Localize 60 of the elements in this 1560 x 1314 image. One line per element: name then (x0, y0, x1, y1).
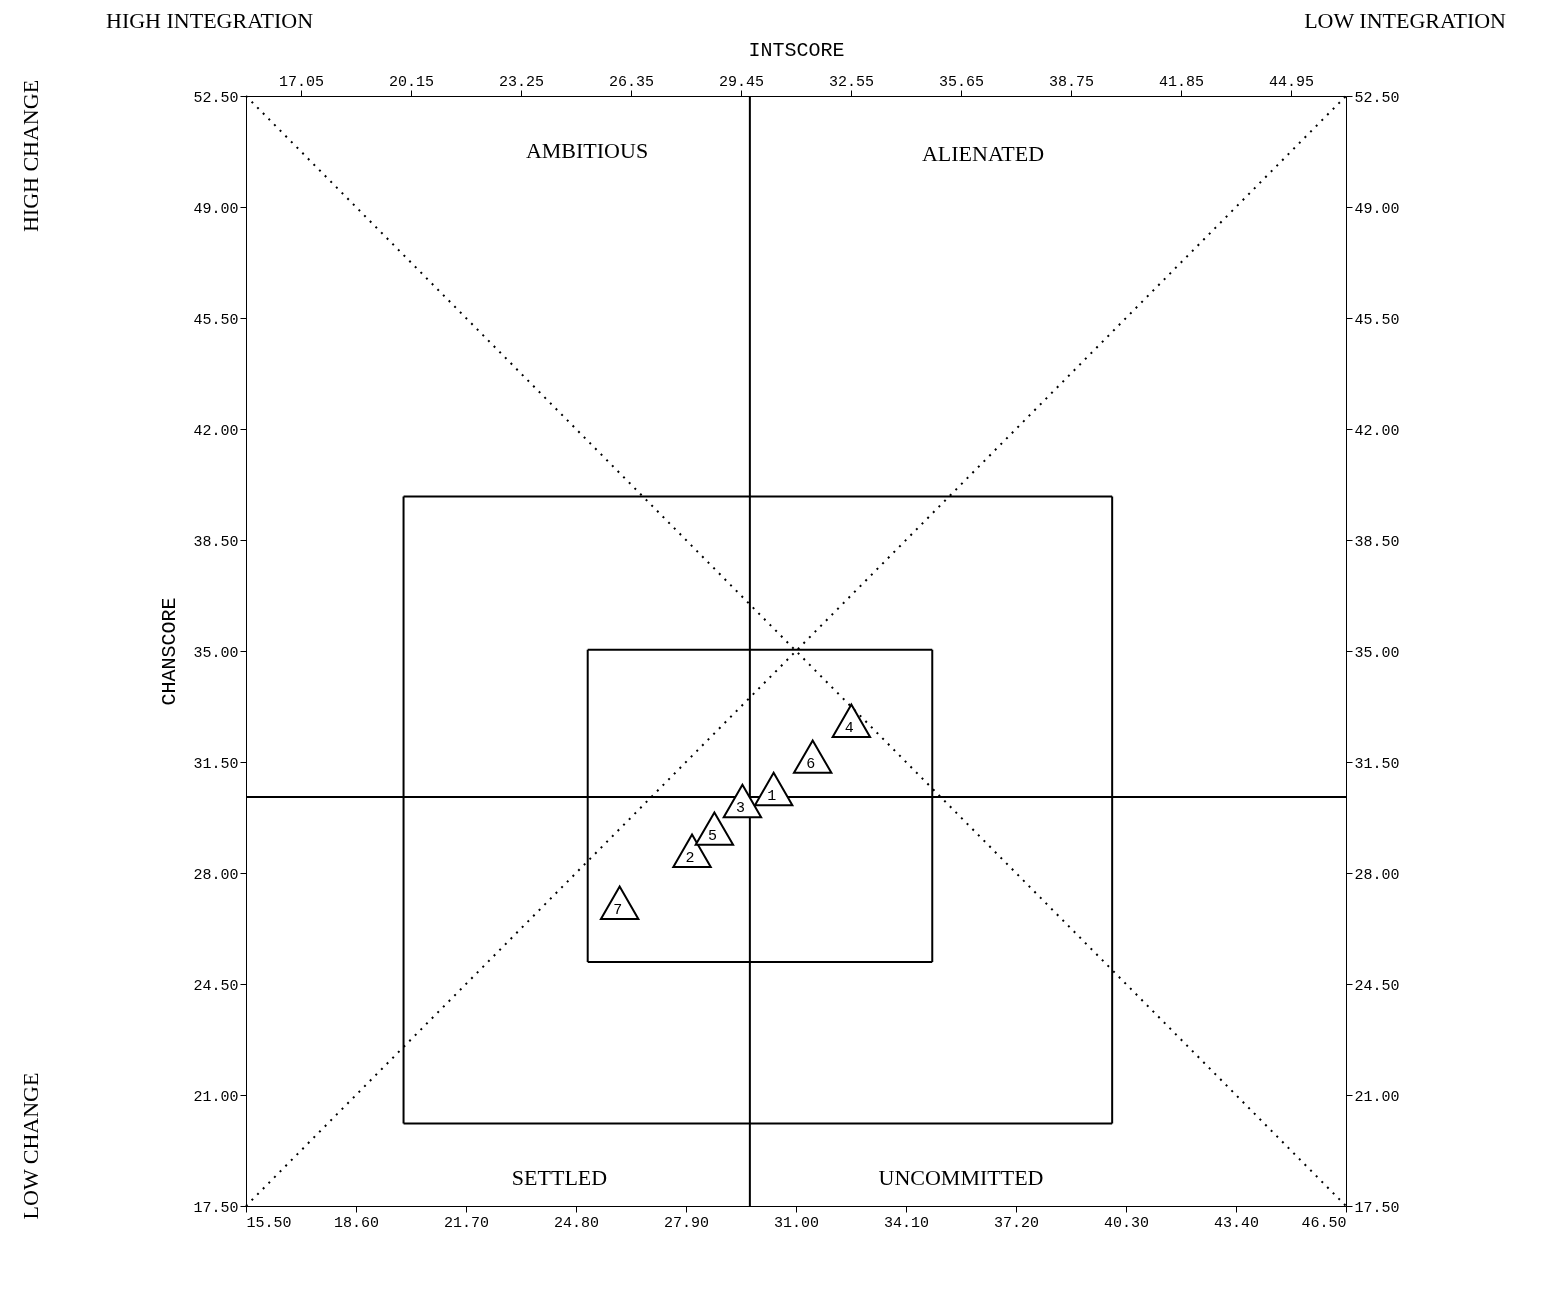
x-tick-label: 37.20 (993, 1214, 1040, 1232)
y-tick-label: 21.00 (193, 1088, 239, 1106)
y2-tick-label: 45.50 (1354, 311, 1400, 329)
y2-tick-label: 35.00 (1354, 644, 1400, 662)
annotation: ALIENATED (921, 141, 1045, 166)
x2-tick-label: 41.85 (1158, 73, 1205, 91)
x-tick-label: 18.60 (333, 1214, 380, 1232)
series-label: 1 (767, 787, 777, 805)
series-label: 7 (613, 901, 623, 919)
y-tick-label: 17.50 (193, 1199, 239, 1217)
x-tick-label: 46.50 (1301, 1214, 1347, 1232)
y2-tick-label: 17.50 (1354, 1199, 1400, 1217)
x-tick-label: 40.30 (1103, 1214, 1150, 1232)
y2-tick-label: 31.50 (1354, 755, 1400, 773)
y-tick-label: 52.50 (193, 89, 239, 107)
x-tick-label: 15.50 (246, 1214, 292, 1232)
y-tick-label: 31.50 (193, 755, 239, 773)
y2-tick-label: 42.00 (1354, 422, 1400, 440)
x2-tick-label: 29.45 (718, 73, 765, 91)
y2-tick-label: 52.50 (1354, 89, 1400, 107)
x-tick-label: 27.90 (663, 1214, 710, 1232)
y-tick-label: 24.50 (193, 977, 239, 995)
y2-tick-label: 21.00 (1354, 1088, 1400, 1106)
x2-tick-label: 44.95 (1268, 73, 1315, 91)
x2-axis-title: INTSCORE (748, 38, 845, 62)
y-tick-label: 38.50 (193, 533, 239, 551)
x-tick-label: 21.70 (443, 1214, 490, 1232)
y-axis-title: CHANSCORE (158, 597, 182, 706)
series-label: 6 (806, 755, 816, 773)
x2-tick-label: 35.65 (938, 73, 985, 91)
y-tick-label: 42.00 (193, 422, 239, 440)
text: HIGH CHANGE (18, 79, 43, 233)
y-tick-label: 28.00 (193, 866, 239, 884)
x-tick-label: 24.80 (553, 1214, 600, 1232)
series-label: 4 (844, 719, 854, 737)
y-tick-label: 35.00 (193, 644, 239, 662)
x2-tick-label: 38.75 (1048, 73, 1095, 91)
series-label: 5 (707, 827, 717, 845)
y2-tick-label: 28.00 (1354, 866, 1400, 884)
annotation: SETTLED (511, 1165, 608, 1190)
x-tick-label: 43.40 (1213, 1214, 1260, 1232)
y-tick-label: 49.00 (193, 200, 239, 218)
text: LOW CHANGE (18, 1072, 43, 1220)
x-tick-label: 31.00 (773, 1214, 820, 1232)
x2-tick-label: 17.05 (278, 73, 325, 91)
text: HIGH INTEGRATION (106, 8, 314, 33)
annotation: AMBITIOUS (525, 138, 649, 163)
y2-tick-label: 38.50 (1354, 533, 1400, 551)
series-label: 3 (735, 800, 745, 818)
y2-tick-label: 49.00 (1354, 200, 1400, 218)
series-label: 2 (685, 849, 695, 867)
x2-tick-label: 26.35 (608, 73, 655, 91)
annotation: UNCOMMITTED (878, 1165, 1044, 1190)
x2-tick-label: 20.15 (388, 73, 435, 91)
y-tick-label: 45.50 (193, 311, 239, 329)
x-tick-label: 34.10 (883, 1214, 930, 1232)
text: LOW INTEGRATION (1304, 8, 1507, 33)
x2-tick-label: 32.55 (828, 73, 875, 91)
y2-tick-label: 24.50 (1354, 977, 1400, 995)
x2-tick-label: 23.25 (498, 73, 545, 91)
